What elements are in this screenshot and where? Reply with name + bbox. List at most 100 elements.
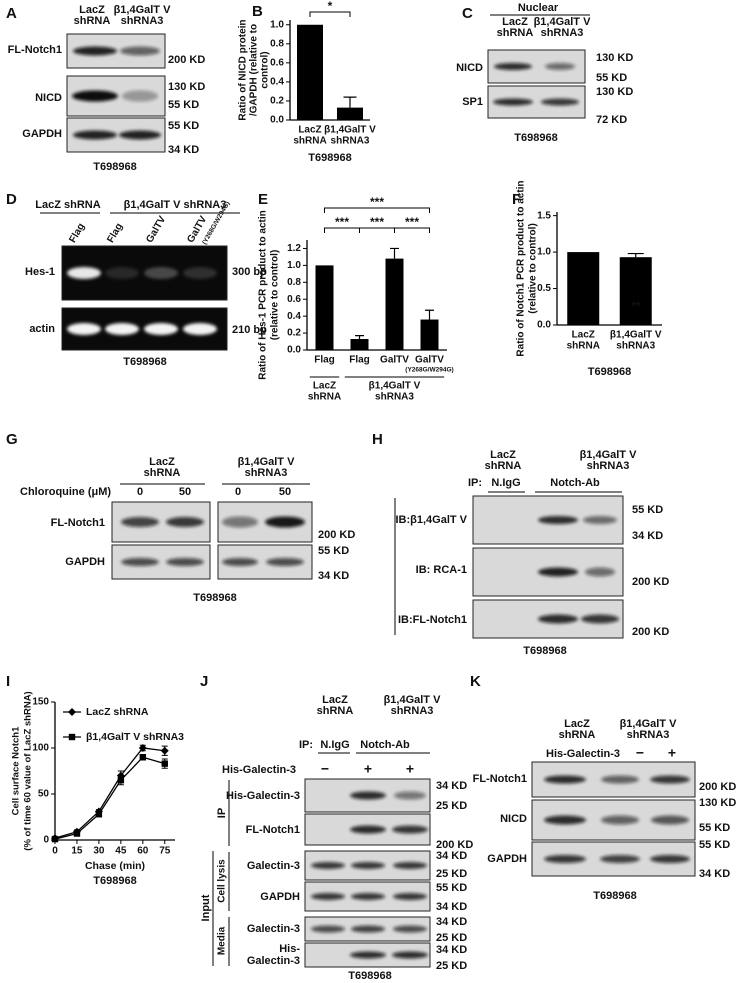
marker-label: 34 KD (699, 868, 730, 880)
y-tick-label: 0.8 (270, 38, 284, 49)
gel-band (183, 323, 217, 335)
y-axis-label: /GAPDH (relative to (249, 24, 260, 116)
row-label: SP1 (462, 96, 483, 108)
label: 0 (235, 486, 241, 498)
panel-label: C (462, 5, 473, 22)
label: shRNA3 (121, 15, 164, 27)
label: N.IgG (491, 477, 520, 489)
band (311, 925, 345, 933)
band (538, 567, 578, 577)
bar (567, 252, 600, 325)
marker-label: 34 KD (436, 850, 467, 862)
band (122, 90, 158, 102)
point (160, 746, 169, 755)
legend-marker (68, 733, 76, 741)
sig-label: *** (405, 215, 419, 229)
label: IP: (468, 477, 482, 489)
label: LacZ (313, 381, 336, 392)
band (73, 46, 117, 56)
marker-label: 300 bp (232, 266, 267, 278)
band (394, 791, 426, 800)
label: β1,4GalT V (238, 456, 296, 468)
marker-label: 55 KD (699, 822, 730, 834)
x-tick-label: shRNA (293, 136, 326, 147)
label: β1,4GalT V (114, 4, 172, 16)
error-bar (390, 247, 399, 259)
gel-band (105, 267, 139, 279)
label: T698968 (193, 592, 236, 604)
marker-label: 200 KD (318, 529, 355, 541)
label: T698968 (93, 161, 136, 173)
caption: T698968 (93, 875, 136, 887)
label: + (406, 761, 414, 777)
treatment-label: His-Galectin-3 (546, 748, 620, 760)
label: IP (216, 808, 228, 818)
y-tick-label: 1.0 (287, 260, 301, 271)
row-label: IB: RCA-1 (416, 564, 467, 576)
y-axis-label: control) (260, 51, 271, 88)
marker-label: 200 KD (436, 839, 473, 851)
band (351, 893, 385, 900)
label: + (364, 761, 372, 777)
band (222, 558, 258, 566)
point (139, 754, 147, 761)
band (581, 614, 619, 624)
label: T698968 (514, 132, 557, 144)
row-label: Hes-1 (25, 266, 55, 278)
label: T698968 (348, 970, 391, 982)
y-tick-label: 0.0 (537, 320, 551, 331)
y-tick-label: 0.0 (287, 345, 301, 356)
label: Flag (105, 222, 125, 245)
band (601, 815, 639, 825)
band (601, 775, 639, 784)
marker-label: 200 KD (168, 54, 205, 66)
marker-label: 55 KD (632, 504, 663, 516)
x-tick-label: GalTV (380, 355, 409, 366)
row-label: NICD (456, 62, 483, 74)
bar (315, 265, 334, 350)
label: Notch-Ab (360, 739, 410, 751)
band (73, 130, 117, 140)
y-tick-label: 50 (38, 789, 50, 800)
sig-bracket (309, 11, 351, 17)
y-tick-label: 1.0 (270, 19, 284, 30)
label: T698968 (123, 356, 166, 368)
band (350, 951, 386, 959)
row-label: FL-Notch1 (473, 773, 527, 785)
marker-label: 25 KD (436, 932, 467, 944)
sig-label: ** (631, 299, 641, 313)
x-tick-label: 60 (137, 846, 149, 857)
x-tick-label: β1,4GalT V (610, 330, 662, 341)
band (121, 517, 159, 527)
marker-label: 55 KD (699, 839, 730, 851)
marker-label: 34 KD (436, 901, 467, 913)
x-tick-label: 75 (159, 846, 171, 857)
panel-label: H (372, 431, 383, 448)
bar (385, 258, 404, 350)
point (95, 811, 103, 818)
marker-label: 25 KD (436, 800, 467, 812)
y-tick-label: 100 (32, 743, 49, 754)
gel-band (67, 267, 101, 279)
y-tick-label: 150 (32, 697, 49, 708)
gel-band (144, 267, 178, 279)
label: IP: (299, 739, 313, 751)
x-tick-label: β1,4GalT V (324, 125, 376, 136)
y-tick-label: 0.4 (270, 77, 284, 88)
label: N.IgG (320, 739, 349, 751)
panel-label: I (6, 673, 10, 690)
label: LacZ (502, 16, 528, 28)
label: GalTV (144, 214, 168, 245)
x-axis-label: Chase (min) (85, 860, 145, 872)
row-label: His-Galectin-3 (226, 790, 300, 802)
y-axis-label: Ratio of Notch1 PCR product to actin (516, 180, 527, 356)
sig-label: *** (370, 215, 384, 229)
x-tick-label: GalTV (415, 355, 444, 366)
label: β1,4GalT V (534, 16, 592, 28)
band (651, 815, 689, 825)
band (72, 90, 118, 102)
sig-bracket (324, 207, 430, 213)
band (265, 516, 305, 528)
label: shRNA3 (541, 27, 584, 39)
label: shRNA (308, 392, 341, 403)
